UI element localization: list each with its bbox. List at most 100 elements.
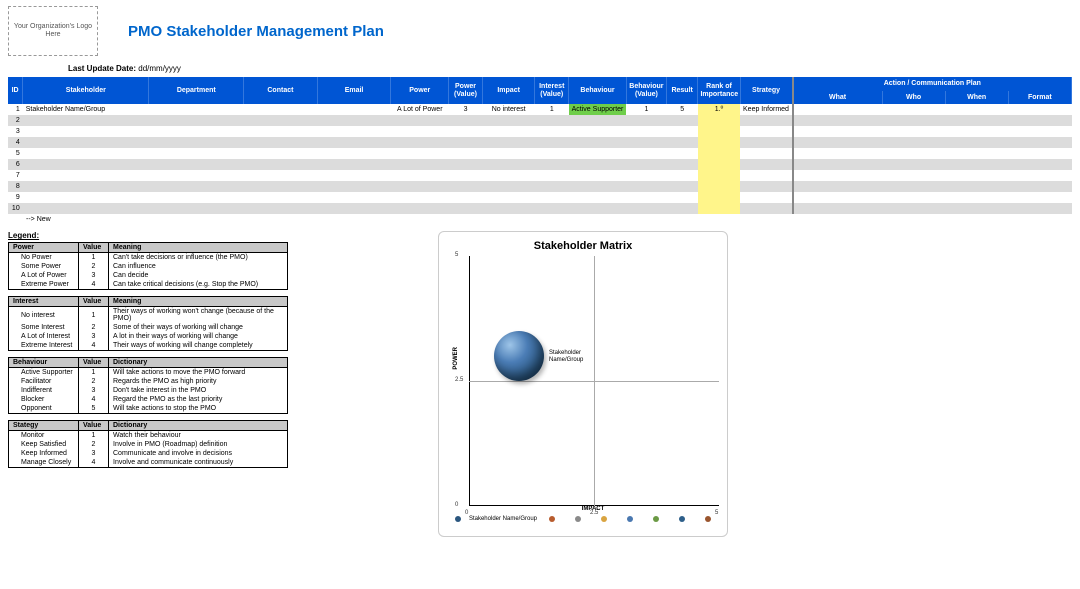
table-row[interactable]: 9 (8, 192, 1072, 203)
cell (945, 192, 1008, 203)
cell: 2 (8, 115, 23, 126)
cell (391, 126, 449, 137)
cell (666, 181, 698, 192)
cell (149, 170, 244, 181)
table-row[interactable]: 1Stakeholder Name/GroupA Lot of Power3No… (8, 104, 1072, 115)
cell (391, 203, 449, 214)
cell (449, 126, 483, 137)
table-row[interactable]: 2 (8, 115, 1072, 126)
cell (244, 104, 318, 115)
cell (882, 181, 945, 192)
cell (945, 126, 1008, 137)
cell (698, 170, 740, 181)
cell (793, 203, 882, 214)
cell (740, 137, 793, 148)
cell (945, 159, 1008, 170)
cell (569, 192, 627, 203)
last-update-label: Last Update Date: (68, 64, 136, 73)
cell: 9 (8, 192, 23, 203)
cell (23, 137, 149, 148)
cell (482, 115, 535, 126)
cell (666, 192, 698, 203)
cell (23, 192, 149, 203)
cell (793, 192, 882, 203)
cell (535, 115, 569, 126)
cell: Active Supporter (569, 104, 627, 115)
cell (698, 126, 740, 137)
cell (482, 137, 535, 148)
cell: 3 (8, 126, 23, 137)
cell (626, 170, 666, 181)
cell (1008, 203, 1071, 214)
cell: 1 (535, 104, 569, 115)
cell (569, 170, 627, 181)
cell (391, 159, 449, 170)
cell (149, 192, 244, 203)
cell (698, 192, 740, 203)
stakeholder-matrix-chart: Stakeholder Matrix POWER 02.5502.55Stake… (438, 231, 728, 537)
cell: 10 (8, 203, 23, 214)
cell (882, 170, 945, 181)
cell (482, 192, 535, 203)
cell: 1 (8, 104, 23, 115)
cell (945, 203, 1008, 214)
cell (23, 181, 149, 192)
col-behaviour-val: Behaviour (Value) (626, 77, 666, 104)
chart-title: Stakeholder Matrix (449, 240, 717, 252)
table-row[interactable]: 10 (8, 203, 1072, 214)
table-row[interactable]: 7 (8, 170, 1072, 181)
cell (882, 203, 945, 214)
cell (391, 170, 449, 181)
cell (882, 104, 945, 115)
cell: A Lot of Power (391, 104, 449, 115)
cell (244, 137, 318, 148)
cell (666, 126, 698, 137)
cell (698, 148, 740, 159)
cell (626, 192, 666, 203)
cell (882, 115, 945, 126)
table-row[interactable]: 8 (8, 181, 1072, 192)
cell (666, 159, 698, 170)
last-update: Last Update Date: dd/mm/yyyy (68, 64, 1072, 73)
cell (449, 137, 483, 148)
col-behaviour: Behaviour (569, 77, 627, 104)
table-row[interactable]: 3 (8, 126, 1072, 137)
cell (1008, 148, 1071, 159)
cell (945, 181, 1008, 192)
table-row[interactable]: 5 (8, 148, 1072, 159)
cell (666, 148, 698, 159)
cell (569, 148, 627, 159)
cell (317, 170, 391, 181)
cell (449, 148, 483, 159)
new-row[interactable]: --> New (8, 214, 1072, 225)
cell (317, 148, 391, 159)
cell: 1.º (698, 104, 740, 115)
cell (1008, 170, 1071, 181)
page-title: PMO Stakeholder Management Plan (128, 23, 384, 40)
cell (23, 203, 149, 214)
cell (244, 203, 318, 214)
cell (149, 159, 244, 170)
cell (535, 137, 569, 148)
cell (626, 203, 666, 214)
table-row[interactable]: 4 (8, 137, 1072, 148)
cell (793, 148, 882, 159)
cell (23, 170, 149, 181)
cell (535, 181, 569, 192)
chart-bubble-label: StakeholderName/Group (549, 350, 583, 363)
cell (569, 115, 627, 126)
cell: 3 (449, 104, 483, 115)
cell (391, 115, 449, 126)
cell (23, 159, 149, 170)
cell (569, 126, 627, 137)
cell (626, 137, 666, 148)
cell (391, 192, 449, 203)
table-row[interactable]: 6 (8, 159, 1072, 170)
cell (740, 181, 793, 192)
cell (740, 126, 793, 137)
cell (149, 104, 244, 115)
cell (1008, 159, 1071, 170)
cell (449, 170, 483, 181)
cell (23, 126, 149, 137)
cell (449, 203, 483, 214)
